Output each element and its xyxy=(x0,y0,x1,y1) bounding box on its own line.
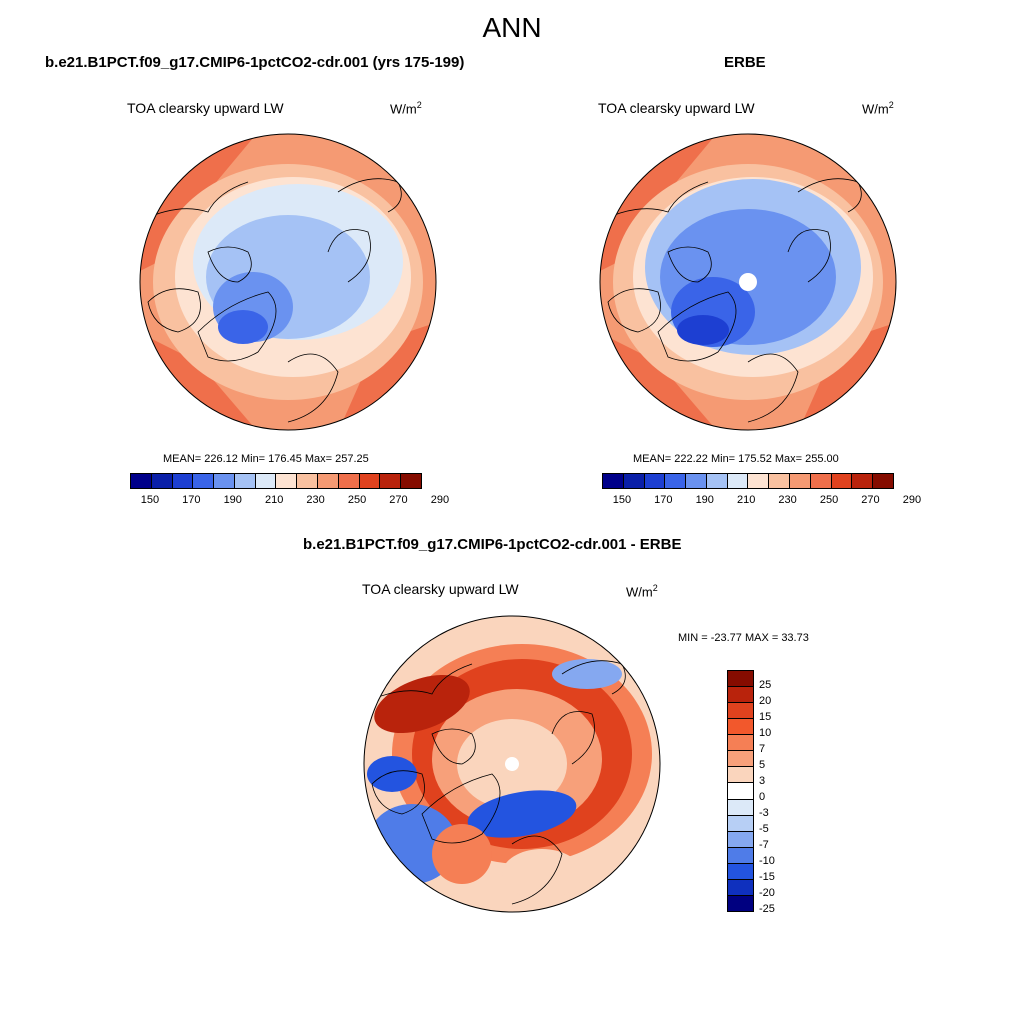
colorbar-tick-label: 170 xyxy=(182,494,201,506)
colorbar-tick-label: 210 xyxy=(265,494,284,506)
colorbar-tick-label: -15 xyxy=(759,871,775,883)
model-case-title: b.e21.B1PCT.f09_g17.CMIP6-1pctCO2-cdr.00… xyxy=(45,54,465,71)
colorbar-swatch xyxy=(748,474,770,488)
diff-colorbar xyxy=(727,670,754,912)
colorbar-tick-label: 150 xyxy=(612,494,632,506)
colorbar-swatch xyxy=(318,474,339,488)
colorbar-swatch xyxy=(728,815,753,832)
colorbar-tick-label: 290 xyxy=(902,494,922,506)
colorbar-tick-label: 290 xyxy=(430,494,450,506)
colorbar-swatch xyxy=(338,474,360,488)
colorbar-swatch xyxy=(728,831,753,848)
colorbar-tick-label: 230 xyxy=(778,494,797,506)
obs-polar-map xyxy=(599,133,897,431)
model-colorbar xyxy=(130,473,422,489)
diff-units: W/m2 xyxy=(626,583,658,600)
colorbar-tick-label: -5 xyxy=(759,823,769,835)
obs-variable-label: TOA clearsky upward LW xyxy=(598,100,755,116)
colorbar-tick-label: 5 xyxy=(759,759,766,771)
colorbar-swatch xyxy=(172,474,194,488)
colorbar-swatch xyxy=(728,671,753,688)
colorbar-tick-label: 0 xyxy=(759,791,766,803)
colorbar-tick-label: 3 xyxy=(759,775,766,787)
colorbar-tick-label: 250 xyxy=(347,494,367,506)
colorbar-tick-label: 10 xyxy=(759,727,772,739)
colorbar-swatch xyxy=(644,474,666,488)
colorbar-swatch xyxy=(131,474,152,488)
obs-colorbar-labels: 150 170 190 210 230 250 270 290 xyxy=(602,494,921,508)
colorbar-tick-label: 270 xyxy=(389,494,408,506)
obs-colorbar xyxy=(602,473,894,489)
colorbar-swatch xyxy=(728,767,753,784)
colorbar-tick-label: 210 xyxy=(737,494,756,506)
colorbar-swatch xyxy=(831,474,853,488)
colorbar-swatch xyxy=(706,474,728,488)
colorbar-swatch xyxy=(728,863,753,880)
colorbar-swatch xyxy=(401,474,421,488)
colorbar-tick-label: 150 xyxy=(140,494,160,506)
colorbar-swatch xyxy=(728,895,753,911)
colorbar-tick-label: 15 xyxy=(759,711,772,723)
colorbar-tick-label: 270 xyxy=(861,494,880,506)
colorbar-swatch xyxy=(686,474,707,488)
colorbar-swatch xyxy=(728,783,753,800)
obs-stats: MEAN= 222.22 Min= 175.52 Max= 255.00 xyxy=(633,453,839,465)
model-polar-map xyxy=(139,133,437,431)
colorbar-swatch xyxy=(297,474,319,488)
colorbar-swatch xyxy=(852,474,874,488)
colorbar-swatch xyxy=(790,474,811,488)
colorbar-tick-label: -25 xyxy=(759,903,775,915)
colorbar-swatch xyxy=(728,847,753,864)
diff-polar-map xyxy=(363,615,661,913)
model-variable-label: TOA clearsky upward LW xyxy=(127,100,284,116)
colorbar-swatch xyxy=(380,474,402,488)
colorbar-tick-label: 25 xyxy=(759,679,772,691)
obs-pole-hole xyxy=(739,273,757,291)
diff-variable-label: TOA clearsky upward LW xyxy=(362,581,519,597)
colorbar-swatch xyxy=(214,474,235,488)
colorbar-tick-label: 190 xyxy=(223,494,242,506)
obs-case-title: ERBE xyxy=(724,54,766,71)
colorbar-swatch xyxy=(769,474,791,488)
colorbar-tick-label: -3 xyxy=(759,807,769,819)
colorbar-swatch xyxy=(728,703,753,720)
colorbar-swatch xyxy=(276,474,298,488)
colorbar-tick-label: -7 xyxy=(759,839,769,851)
colorbar-swatch xyxy=(603,474,624,488)
colorbar-swatch xyxy=(728,879,753,896)
diff-colorbar-labels: 25 20 15 10 7 5 3 0 -3 -5 -7 -10 -15 -20 -25 xyxy=(759,670,799,915)
colorbar-swatch xyxy=(873,474,893,488)
colorbar-tick-label: 230 xyxy=(306,494,325,506)
colorbar-swatch xyxy=(810,474,832,488)
colorbar-swatch xyxy=(728,687,753,704)
colorbar-swatch xyxy=(665,474,687,488)
colorbar-tick-label: 250 xyxy=(819,494,839,506)
colorbar-swatch xyxy=(728,799,753,816)
colorbar-swatch xyxy=(193,474,215,488)
diff-pole-hole xyxy=(505,757,519,771)
figure-title: ANN xyxy=(482,12,542,43)
colorbar-swatch xyxy=(728,735,753,752)
colorbar-swatch xyxy=(623,474,645,488)
colorbar-swatch xyxy=(255,474,277,488)
colorbar-swatch xyxy=(359,474,381,488)
colorbar-swatch xyxy=(728,719,753,736)
diff-case-title: b.e21.B1PCT.f09_g17.CMIP6-1pctCO2-cdr.00… xyxy=(303,536,682,553)
colorbar-tick-label: 170 xyxy=(654,494,673,506)
model-units: W/m2 xyxy=(390,100,422,117)
diff-stats: MIN = -23.77 MAX = 33.73 xyxy=(678,632,809,644)
colorbar-swatch xyxy=(234,474,256,488)
colorbar-swatch xyxy=(728,751,753,768)
model-colorbar-labels: 150 170 190 210 230 250 270 290 xyxy=(130,494,449,508)
colorbar-swatch xyxy=(727,474,749,488)
colorbar-swatch xyxy=(151,474,173,488)
obs-units: W/m2 xyxy=(862,100,894,117)
colorbar-tick-label: -10 xyxy=(759,855,775,867)
model-stats: MEAN= 226.12 Min= 176.45 Max= 257.25 xyxy=(163,453,369,465)
colorbar-tick-label: 20 xyxy=(759,695,772,707)
colorbar-tick-label: 190 xyxy=(695,494,714,506)
colorbar-tick-label: -20 xyxy=(759,887,775,899)
colorbar-tick-label: 7 xyxy=(759,743,766,755)
